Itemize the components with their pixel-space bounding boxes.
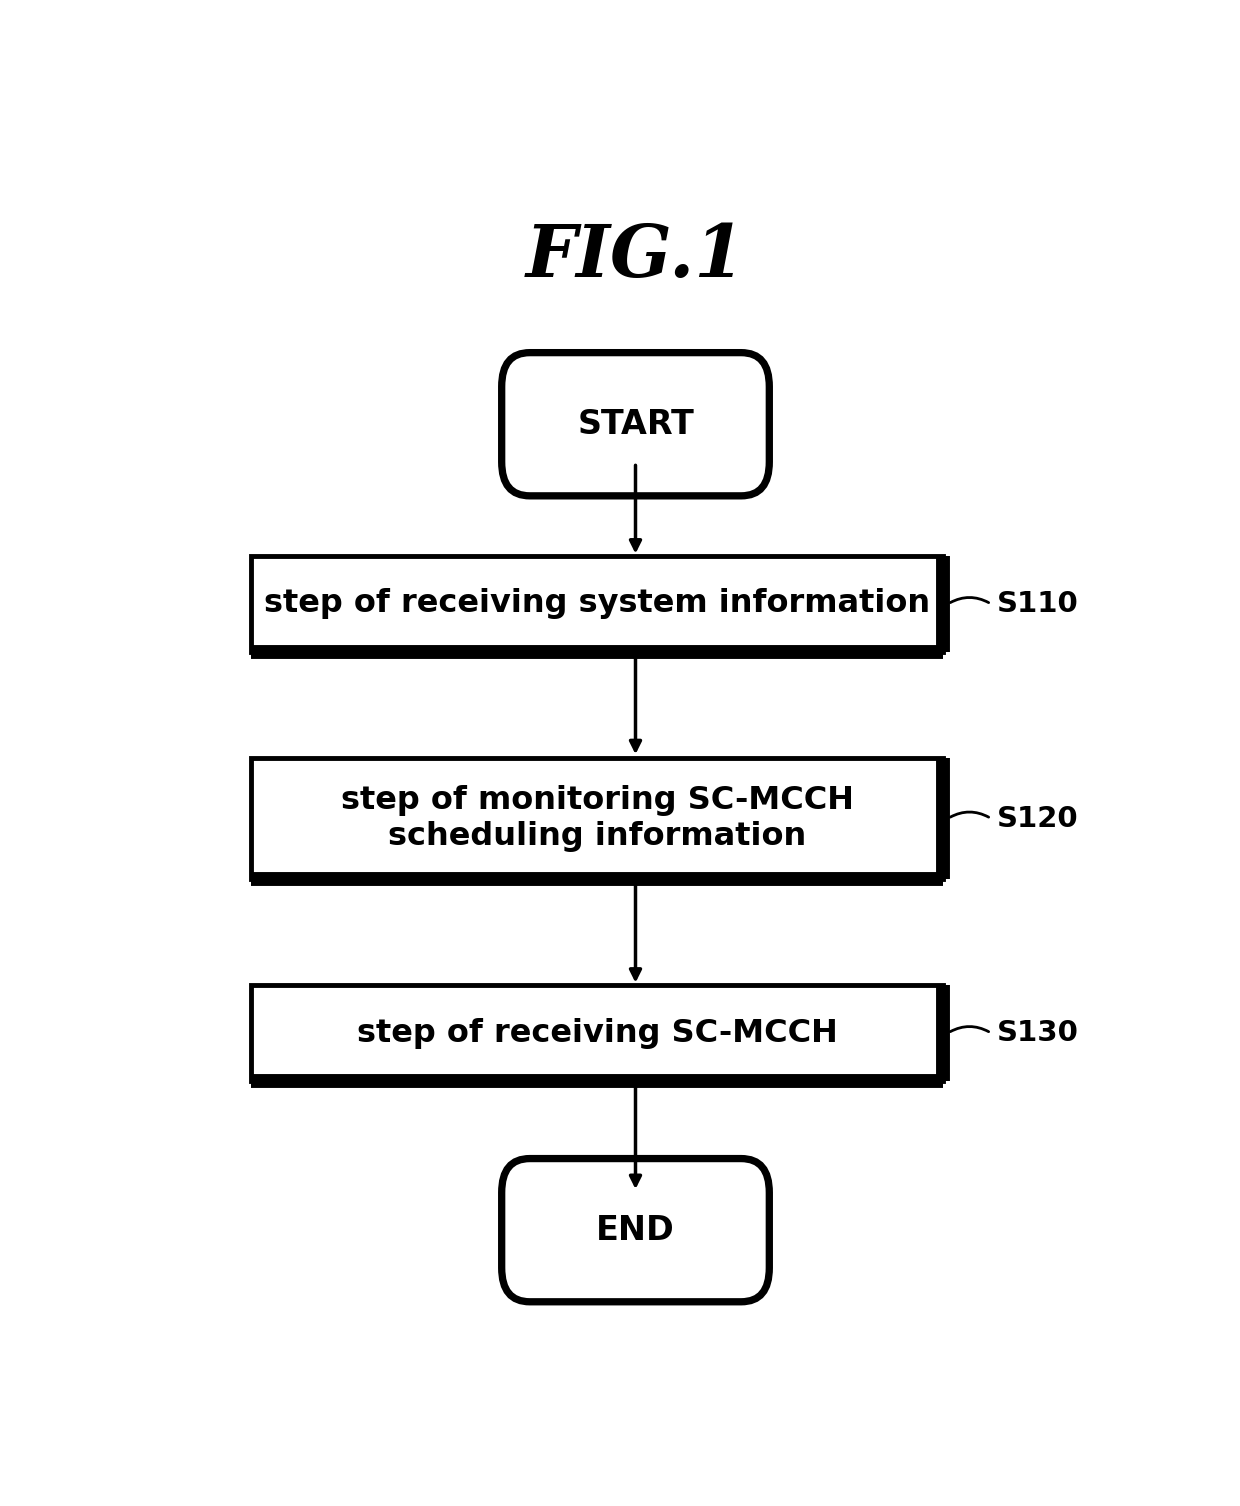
Text: START: START [577,408,694,441]
Text: FIG.1: FIG.1 [526,221,745,292]
Text: step of monitoring SC-MCCH
scheduling information: step of monitoring SC-MCCH scheduling in… [341,785,853,852]
Bar [250,985,942,1081]
Text: S130: S130 [997,1020,1079,1047]
Text: END: END [596,1214,675,1247]
Text: S110: S110 [997,590,1079,617]
Text: step of receiving SC-MCCH: step of receiving SC-MCCH [357,1018,837,1048]
FancyBboxPatch shape [502,352,769,495]
Text: S120: S120 [997,804,1079,833]
Text: step of receiving system information: step of receiving system information [264,589,930,619]
FancyBboxPatch shape [502,1158,769,1301]
Bar [250,556,942,652]
Bar [250,758,942,880]
